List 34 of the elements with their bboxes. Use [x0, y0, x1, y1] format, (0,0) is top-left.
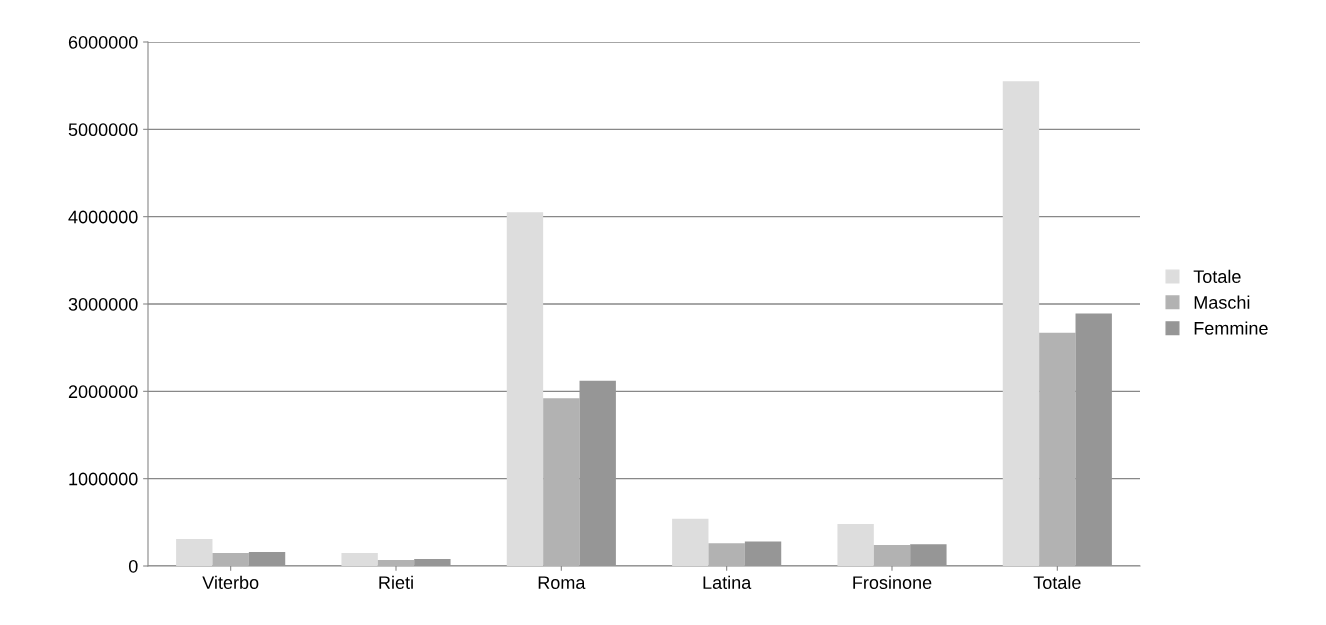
bar [1002, 81, 1040, 566]
x-tick-label: Roma [538, 576, 586, 589]
bar [543, 398, 580, 566]
bar [506, 212, 544, 566]
y-tick-label: 1000000 [69, 472, 138, 486]
bar [1075, 313, 1112, 566]
x-tick-label: Viterbo [202, 575, 259, 589]
bar [341, 552, 378, 566]
bar [414, 559, 451, 566]
y-tick-label: 6000000 [68, 35, 138, 49]
bar [672, 518, 709, 566]
x-tick-label: Latina [703, 575, 752, 589]
bar [212, 552, 249, 566]
bar [579, 380, 616, 566]
y-tick-label: 0 [128, 559, 138, 573]
legend-label: Femmine [1194, 321, 1268, 335]
x-tick-label: Rieti [379, 575, 413, 589]
bar [377, 559, 415, 566]
y-tick-label: 2000000 [68, 385, 138, 399]
bar [744, 541, 782, 566]
y-tick-label: 3000000 [68, 297, 138, 311]
y-tick-label: 5000000 [68, 123, 138, 137]
bar [176, 538, 213, 566]
x-tick-label: Totale [1033, 575, 1081, 589]
bar [910, 544, 947, 566]
bar [1039, 332, 1076, 566]
bar [873, 545, 911, 566]
x-tick-label: Frosinone [853, 575, 932, 589]
legend-label: Maschi [1194, 295, 1250, 309]
y-tick-label: 4000000 [68, 210, 138, 224]
bar [248, 552, 286, 566]
bar [708, 543, 745, 566]
legend-label: Totale [1193, 269, 1241, 283]
bar [837, 524, 874, 566]
